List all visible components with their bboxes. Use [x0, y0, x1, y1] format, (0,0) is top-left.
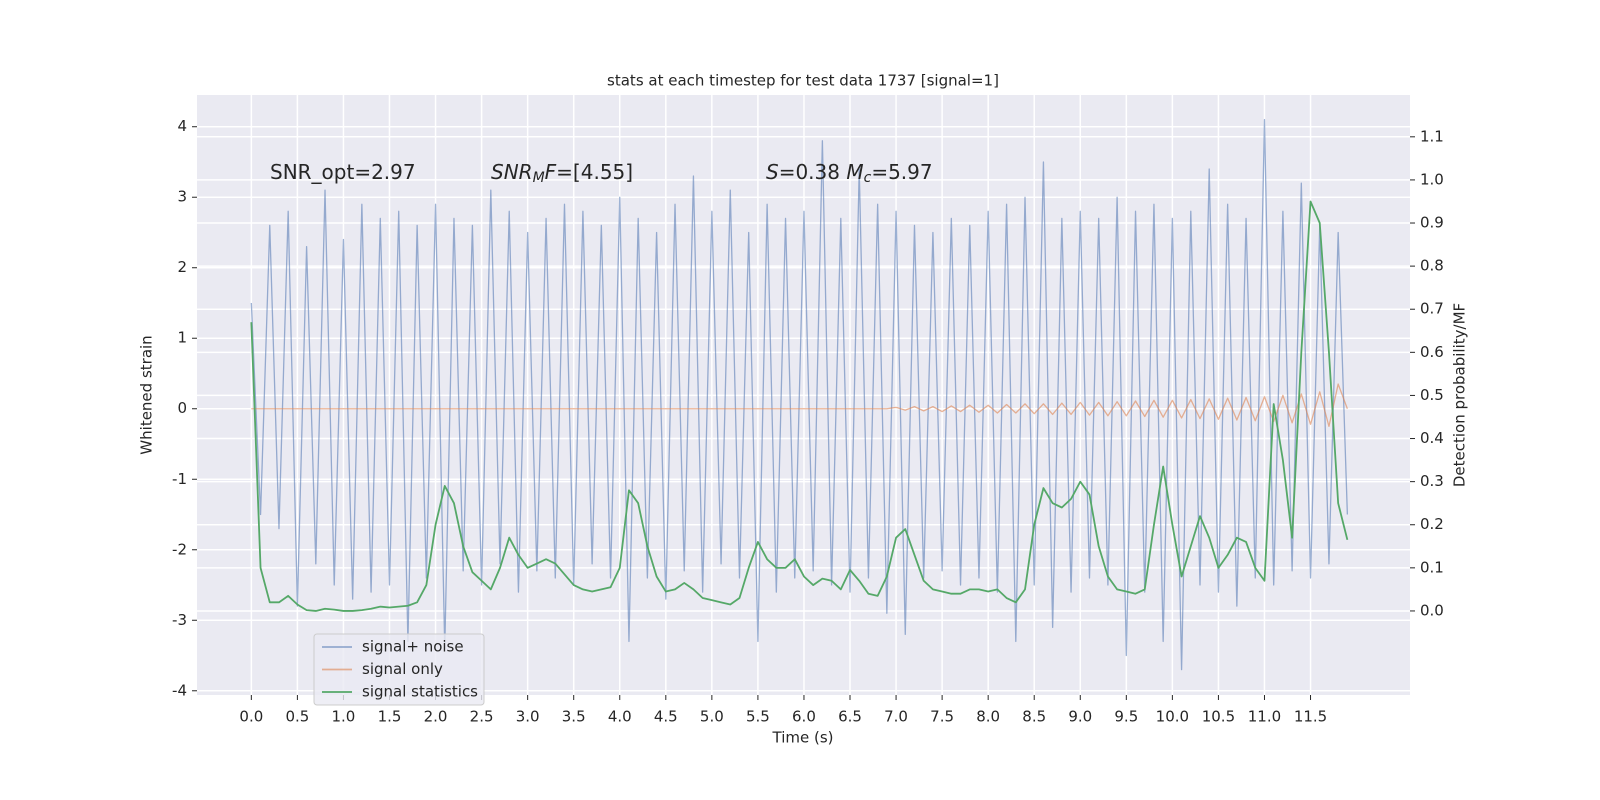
x-tick-label: 0.5 [285, 708, 309, 726]
annotation-part: F [545, 160, 557, 184]
x-tick-label: 1.5 [378, 708, 402, 726]
x-tick-label: 4.0 [608, 708, 632, 726]
x-tick-label: 7.0 [884, 708, 908, 726]
series-line [251, 383, 1348, 428]
y2-tick-label: 0.9 [1420, 214, 1444, 232]
y-tick-label: 4 [177, 117, 187, 135]
annotation-part: =5.97 [871, 160, 932, 184]
chart-title: stats at each timestep for test data 173… [607, 72, 999, 90]
y-tick-label: 2 [177, 258, 187, 276]
y-tick-label: -2 [172, 540, 187, 558]
x-tick-label: 5.5 [746, 708, 770, 726]
x-axis-label: Time (s) [772, 729, 834, 747]
x-tick-label: 8.0 [976, 708, 1000, 726]
y2-tick-label: 0.1 [1420, 558, 1444, 576]
y2-tick-label: 0.3 [1420, 472, 1444, 490]
x-tick-label: 10.5 [1202, 708, 1235, 726]
x-tick-label: 3.0 [516, 708, 540, 726]
annotation-part: M [533, 170, 545, 186]
y2-axis-label: Detection probability/MF [1451, 303, 1469, 487]
y-tick-label: -1 [172, 470, 187, 488]
y-tick-label: -4 [172, 681, 187, 699]
x-tick-label: 7.5 [930, 708, 954, 726]
x-tick-label: 2.5 [470, 708, 494, 726]
legend-label: signal+ noise [362, 638, 464, 656]
y-tick-label: 1 [177, 329, 187, 347]
marks [250, 119, 1349, 671]
annotation-part: SNR_opt=2.97 [270, 160, 416, 184]
annotation-part: M [846, 160, 863, 184]
annotation-part: S [766, 160, 779, 184]
x-tick-label: 9.5 [1114, 708, 1138, 726]
annotation-part: =[4.55] [556, 160, 633, 184]
annotation-part: SNR [491, 160, 533, 184]
y2-tick-label: 1.0 [1420, 170, 1444, 188]
annotation: SNR_opt=2.97 [270, 160, 416, 184]
series-line [250, 200, 1349, 612]
y-tick-label: 0 [177, 399, 187, 417]
y-axis-label: Whitened strain [138, 335, 156, 454]
x-tick-label: 6.5 [838, 708, 862, 726]
x-tick-label: 5.0 [700, 708, 724, 726]
x-tick-label: 2.0 [424, 708, 448, 726]
y2-tick-label: 1.1 [1420, 127, 1444, 145]
grid [197, 95, 1410, 695]
annotation: S=0.38 Mc=5.97 [766, 160, 933, 187]
x-tick-label: 8.5 [1022, 708, 1046, 726]
legend-label: signal only [362, 660, 443, 678]
annotation: SNRMF=[4.55] [491, 160, 633, 187]
x-tick-label: 11.5 [1294, 708, 1327, 726]
y-tick-label: -3 [172, 611, 187, 629]
y2-tick-label: 0.7 [1420, 300, 1444, 318]
y2-tick-label: 0.0 [1420, 601, 1444, 619]
y2-tick-label: 0.4 [1420, 429, 1444, 447]
x-tick-label: 1.0 [332, 708, 356, 726]
annotation-part: c [864, 170, 872, 186]
legend-label: signal statistics [362, 683, 478, 701]
y2-tick-label: 0.6 [1420, 343, 1444, 361]
y-tick-label: 3 [177, 188, 187, 206]
x-tick-label: 4.5 [654, 708, 678, 726]
x-tick-label: 0.0 [239, 708, 263, 726]
legend-box [313, 633, 485, 706]
annotation-part: =0.38 [779, 160, 847, 184]
x-tick-label: 3.5 [562, 708, 586, 726]
y2-tick-label: 0.5 [1420, 386, 1444, 404]
x-tick-label: 9.0 [1068, 708, 1092, 726]
x-tick-label: 6.0 [792, 708, 816, 726]
x-tick-label: 11.0 [1248, 708, 1281, 726]
series-line [250, 119, 1349, 671]
y2-tick-label: 0.8 [1420, 257, 1444, 275]
y2-tick-label: 0.2 [1420, 515, 1444, 533]
x-tick-label: 10.0 [1156, 708, 1189, 726]
